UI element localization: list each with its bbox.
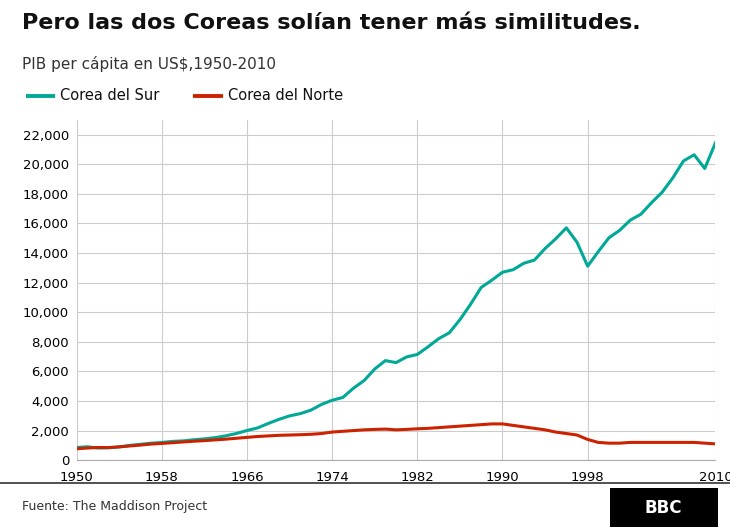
Text: BBC: BBC	[645, 498, 683, 517]
Text: Pero las dos Coreas solían tener más similitudes.: Pero las dos Coreas solían tener más sim…	[22, 13, 640, 34]
Text: PIB per cápita en US$,1950-2010: PIB per cápita en US$,1950-2010	[22, 56, 276, 72]
Text: Corea del Norte: Corea del Norte	[228, 88, 343, 103]
Text: Corea del Sur: Corea del Sur	[60, 88, 159, 103]
Text: Fuente: The Maddison Project: Fuente: The Maddison Project	[22, 500, 207, 513]
